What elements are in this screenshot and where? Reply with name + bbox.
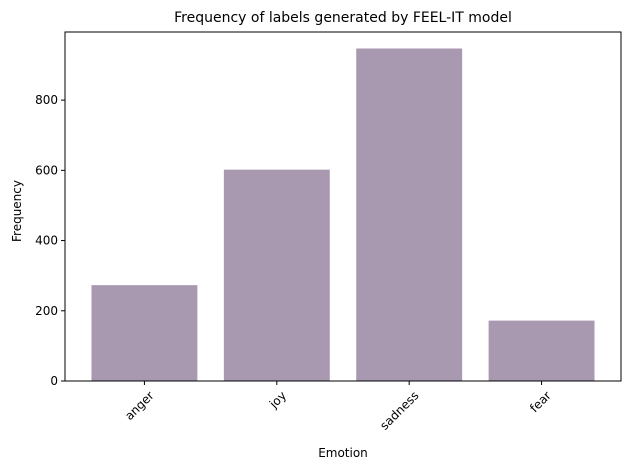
x-tick-label-sadness: sadness (377, 388, 421, 432)
bar-sadness (356, 48, 463, 381)
y-tick-label: 800 (35, 93, 58, 107)
x-tick-label-fear: fear (527, 388, 554, 415)
bar-fear (488, 320, 595, 381)
y-tick-label: 600 (35, 163, 58, 177)
x-tick-label-joy: joy (266, 388, 289, 411)
plot-frame (64, 31, 622, 382)
chart-title: Frequency of labels generated by FEEL-IT… (174, 10, 512, 26)
y-tick-label: 200 (35, 304, 58, 318)
y-tick-label: 400 (35, 234, 58, 248)
x-axis-label: Emotion (318, 446, 368, 460)
x-tick-label-anger: anger (122, 388, 157, 423)
bar-anger (91, 285, 198, 381)
y-axis-label: Frequency (10, 180, 24, 242)
plot-area: 0 200 400 600 800 anger joy sadness fear (35, 31, 622, 433)
bar-joy (223, 169, 330, 381)
y-tick-label: 0 (50, 374, 58, 388)
